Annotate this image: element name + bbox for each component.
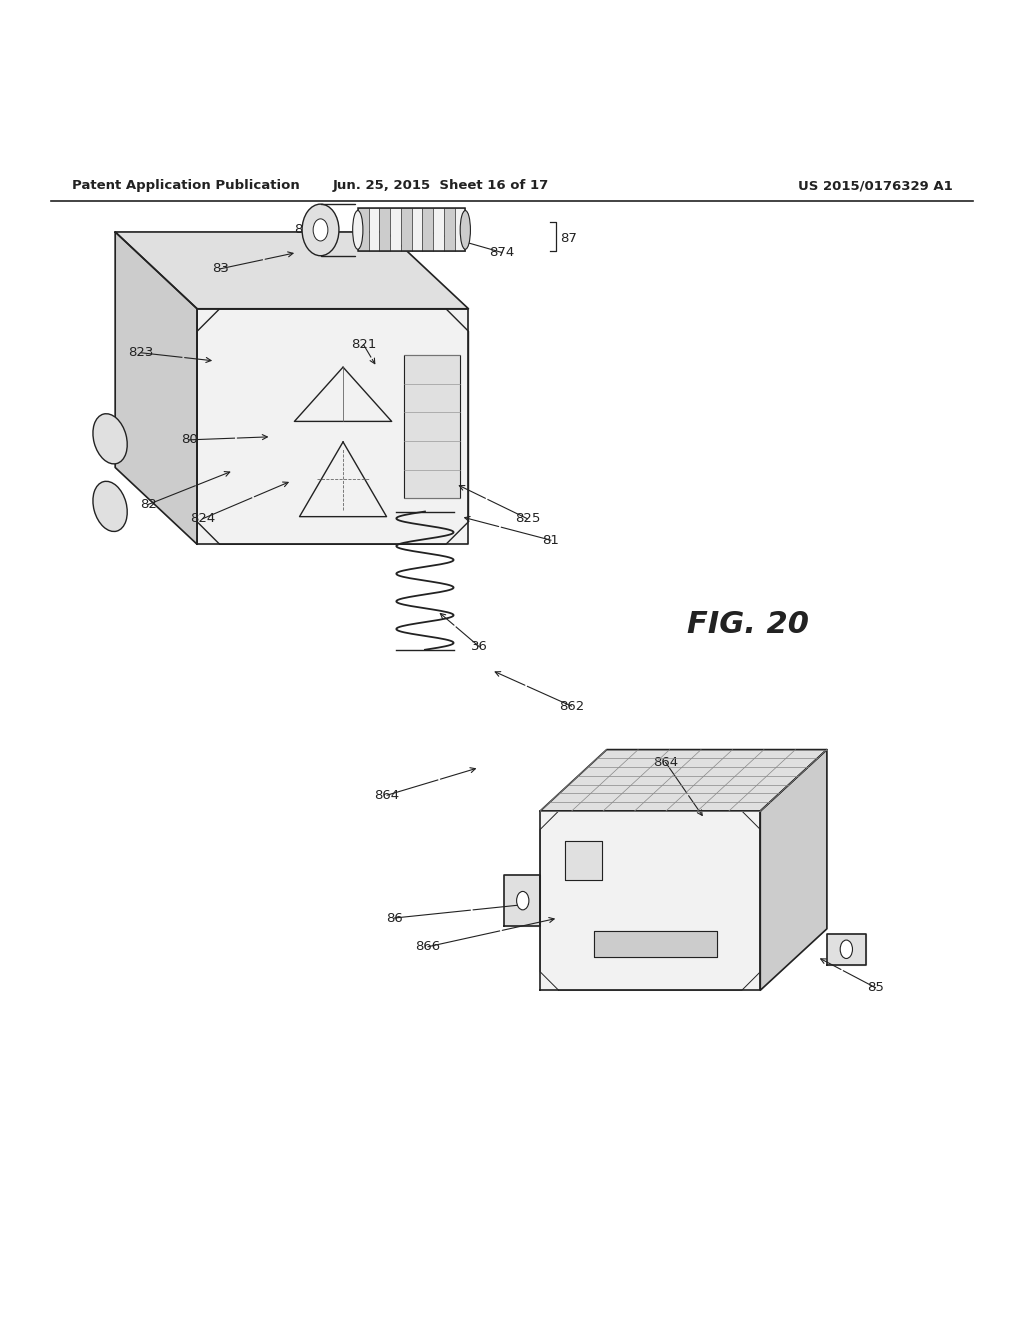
Polygon shape <box>197 309 469 544</box>
Polygon shape <box>115 232 197 544</box>
Text: 872: 872 <box>295 223 319 236</box>
Bar <box>357 209 369 251</box>
Ellipse shape <box>302 205 339 256</box>
Text: 824: 824 <box>190 512 215 525</box>
Text: 864: 864 <box>653 756 678 768</box>
Ellipse shape <box>460 211 470 249</box>
Bar <box>433 209 443 251</box>
Text: 85: 85 <box>867 981 884 994</box>
Bar <box>455 209 465 251</box>
Polygon shape <box>565 841 602 880</box>
Bar <box>379 209 390 251</box>
Text: 874: 874 <box>489 246 514 259</box>
Polygon shape <box>827 935 866 965</box>
Polygon shape <box>115 232 469 309</box>
Text: 862: 862 <box>559 700 584 713</box>
Polygon shape <box>594 931 717 957</box>
Text: 36: 36 <box>471 640 487 653</box>
Ellipse shape <box>516 891 528 909</box>
Text: 80: 80 <box>181 433 198 446</box>
Text: 821: 821 <box>351 338 376 351</box>
Text: 823: 823 <box>129 346 154 359</box>
Text: 87: 87 <box>560 231 577 244</box>
Bar <box>422 209 433 251</box>
Bar <box>412 209 422 251</box>
Ellipse shape <box>313 219 328 242</box>
Text: FIG. 20: FIG. 20 <box>686 610 809 639</box>
Text: 82: 82 <box>140 498 157 511</box>
Ellipse shape <box>352 211 362 249</box>
Polygon shape <box>760 750 827 990</box>
Text: 825: 825 <box>515 512 540 525</box>
Text: Patent Application Publication: Patent Application Publication <box>72 180 299 193</box>
Bar <box>443 209 455 251</box>
Text: 81: 81 <box>543 533 559 546</box>
Text: Jun. 25, 2015  Sheet 16 of 17: Jun. 25, 2015 Sheet 16 of 17 <box>332 180 549 193</box>
Ellipse shape <box>93 413 127 463</box>
Ellipse shape <box>93 482 127 532</box>
Polygon shape <box>541 810 760 990</box>
Polygon shape <box>504 875 541 927</box>
Bar <box>390 209 400 251</box>
Bar <box>369 209 379 251</box>
Polygon shape <box>541 750 827 810</box>
Ellipse shape <box>840 940 853 958</box>
Text: 864: 864 <box>375 788 399 801</box>
Bar <box>400 209 412 251</box>
Text: US 2015/0176329 A1: US 2015/0176329 A1 <box>798 180 952 193</box>
Text: 83: 83 <box>212 263 228 276</box>
Polygon shape <box>404 355 461 498</box>
Text: 866: 866 <box>416 940 440 953</box>
Text: 86: 86 <box>386 912 402 924</box>
Bar <box>357 209 465 251</box>
